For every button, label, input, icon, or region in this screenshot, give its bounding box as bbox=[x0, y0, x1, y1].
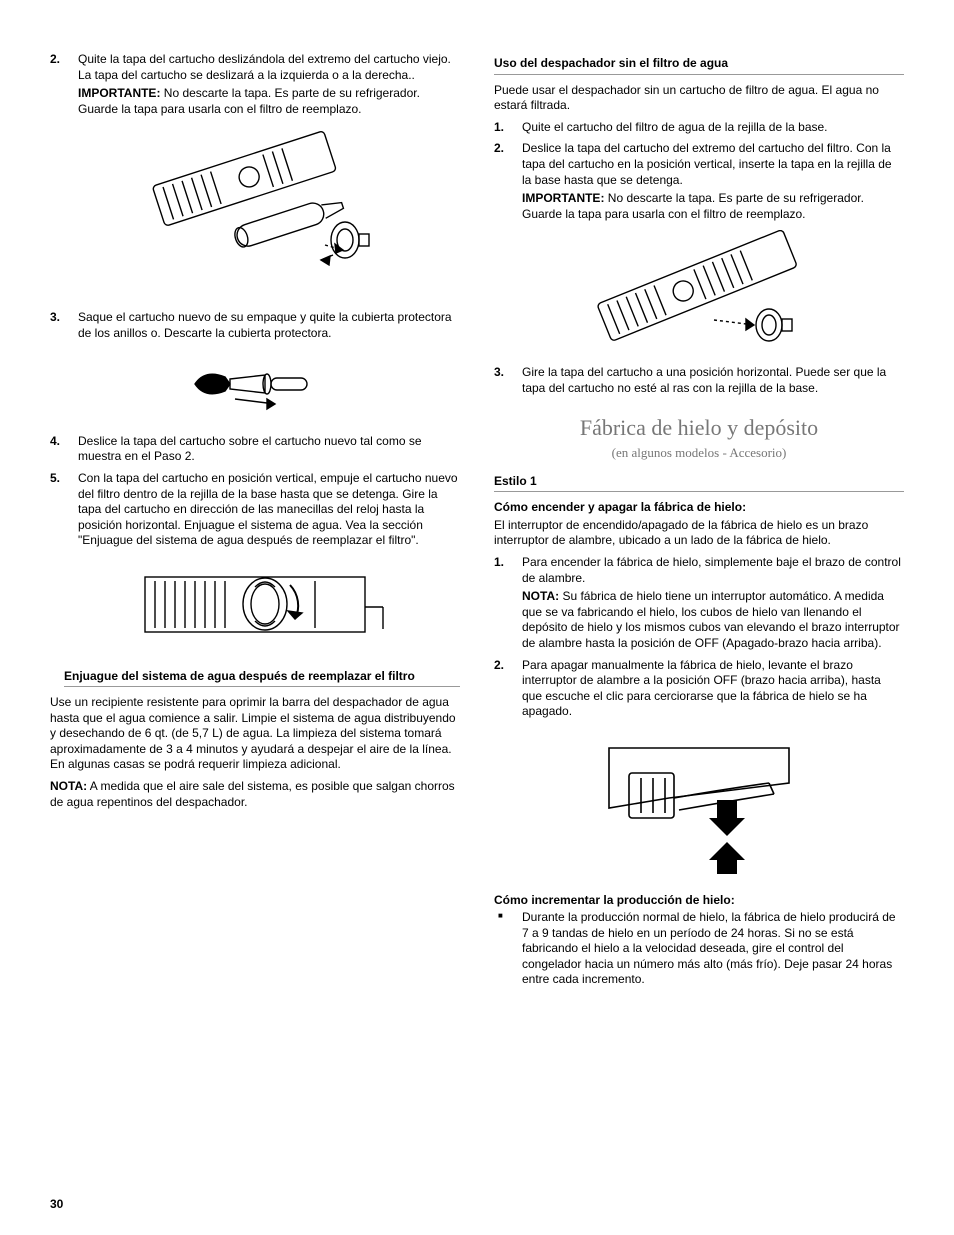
increase-list: Durante la producción normal de hielo, l… bbox=[494, 910, 904, 988]
increase-heading: Cómo incrementar la producción de hielo: bbox=[494, 893, 904, 909]
step-text: Deslice la tapa del cartucho sobre el ca… bbox=[78, 434, 422, 464]
step-note: NOTA: Su fábrica de hielo tiene un inter… bbox=[522, 589, 904, 651]
two-column-layout: 2. Quite la tapa del cartucho deslizándo… bbox=[50, 52, 904, 994]
grille-cartridge-svg bbox=[125, 125, 385, 295]
page-number: 30 bbox=[50, 1197, 63, 1213]
use-paragraph: Puede usar el despachador sin un cartuch… bbox=[494, 83, 904, 114]
figure-grille-cartridge bbox=[50, 125, 460, 300]
style-heading: Estilo 1 bbox=[494, 474, 904, 493]
step-5: 5. Con la tapa del cartucho en posición … bbox=[50, 471, 460, 549]
figure-cartridge-cover bbox=[50, 349, 460, 424]
use-heading: Uso del despachador sin el filtro de agu… bbox=[494, 56, 904, 75]
left-steps-list: 2. Quite la tapa del cartucho deslizándo… bbox=[50, 52, 460, 117]
right-step-2: 2. Deslice la tapa del cartucho del extr… bbox=[494, 141, 904, 222]
right-step-1: 1. Quite el cartucho del filtro de agua … bbox=[494, 120, 904, 136]
step-text: Deslice la tapa del cartucho del extremo… bbox=[522, 141, 892, 186]
right-steps-list: 1. Quite el cartucho del filtro de agua … bbox=[494, 120, 904, 223]
step-number: 1. bbox=[494, 120, 504, 136]
step-number: 5. bbox=[50, 471, 60, 487]
step-number: 2. bbox=[494, 141, 504, 157]
step-text: Quite el cartucho del filtro de agua de … bbox=[522, 120, 828, 134]
bullet-text: Durante la producción normal de hielo, l… bbox=[522, 910, 896, 986]
turn-paragraph: El interruptor de encendido/apagado de l… bbox=[494, 518, 904, 549]
figure-rotate-cap bbox=[50, 557, 460, 657]
figure-ice-maker-arm bbox=[494, 728, 904, 883]
step-number: 2. bbox=[50, 52, 60, 68]
step-text: Saque el cartucho nuevo de su empaque y … bbox=[78, 310, 452, 340]
step-important: IMPORTANTE: No descarte la tapa. Es part… bbox=[522, 191, 904, 222]
step-number: 2. bbox=[494, 658, 504, 674]
right-steps-list-2: 3. Gire la tapa del cartucho a una posic… bbox=[494, 365, 904, 396]
step-number: 1. bbox=[494, 555, 504, 571]
section-title: Fábrica de hielo y depósito bbox=[494, 414, 904, 443]
left-steps-list-3: 4. Deslice la tapa del cartucho sobre el… bbox=[50, 434, 460, 549]
step-text: Quite la tapa del cartucho deslizándola … bbox=[78, 52, 451, 82]
flush-heading: Enjuague del sistema de agua después de … bbox=[64, 669, 460, 688]
step-4: 4. Deslice la tapa del cartucho sobre el… bbox=[50, 434, 460, 465]
step-3: 3. Saque el cartucho nuevo de su empaque… bbox=[50, 310, 460, 341]
section-subtitle: (en algunos modelos - Accesorio) bbox=[494, 445, 904, 462]
step-2: 2. Quite la tapa del cartucho deslizándo… bbox=[50, 52, 460, 117]
left-column: 2. Quite la tapa del cartucho deslizándo… bbox=[50, 52, 460, 994]
step-text: Para encender la fábrica de hielo, simpl… bbox=[522, 555, 901, 585]
ice-maker-arm-svg bbox=[599, 728, 799, 878]
step-number: 3. bbox=[50, 310, 60, 326]
increase-bullet: Durante la producción normal de hielo, l… bbox=[494, 910, 904, 988]
note-text: Su fábrica de hielo tiene un interruptor… bbox=[522, 589, 900, 650]
flush-paragraph: Use un recipiente resistente para oprimi… bbox=[50, 695, 460, 773]
ice-step-2: 2. Para apagar manualmente la fábrica de… bbox=[494, 658, 904, 720]
step-number: 3. bbox=[494, 365, 504, 381]
left-steps-list-2: 3. Saque el cartucho nuevo de su empaque… bbox=[50, 310, 460, 341]
note-text: A medida que el aire sale del sistema, e… bbox=[50, 779, 455, 809]
note-label: NOTA: bbox=[522, 589, 559, 603]
ice-step-1: 1. Para encender la fábrica de hielo, si… bbox=[494, 555, 904, 652]
right-step-3: 3. Gire la tapa del cartucho a una posic… bbox=[494, 365, 904, 396]
important-label: IMPORTANTE: bbox=[78, 86, 160, 100]
step-text: Para apagar manualmente la fábrica de hi… bbox=[522, 658, 881, 719]
note-label: NOTA: bbox=[50, 779, 87, 793]
right-column: Uso del despachador sin el filtro de agu… bbox=[494, 52, 904, 994]
step-text: Gire la tapa del cartucho a una posición… bbox=[522, 365, 886, 395]
step-text: Con la tapa del cartucho en posición ver… bbox=[78, 471, 458, 547]
step-important: IMPORTANTE: No descarte la tapa. Es part… bbox=[78, 86, 460, 117]
flush-note: NOTA: A medida que el aire sale del sist… bbox=[50, 779, 460, 810]
rotate-cap-svg bbox=[125, 557, 385, 652]
turn-on-off-heading: Cómo encender y apagar la fábrica de hie… bbox=[494, 500, 904, 516]
figure-cap-insert bbox=[494, 230, 904, 355]
important-label: IMPORTANTE: bbox=[522, 191, 604, 205]
ice-steps-list: 1. Para encender la fábrica de hielo, si… bbox=[494, 555, 904, 720]
cartridge-cover-svg bbox=[175, 349, 335, 419]
cap-insert-svg bbox=[584, 230, 814, 350]
step-number: 4. bbox=[50, 434, 60, 450]
